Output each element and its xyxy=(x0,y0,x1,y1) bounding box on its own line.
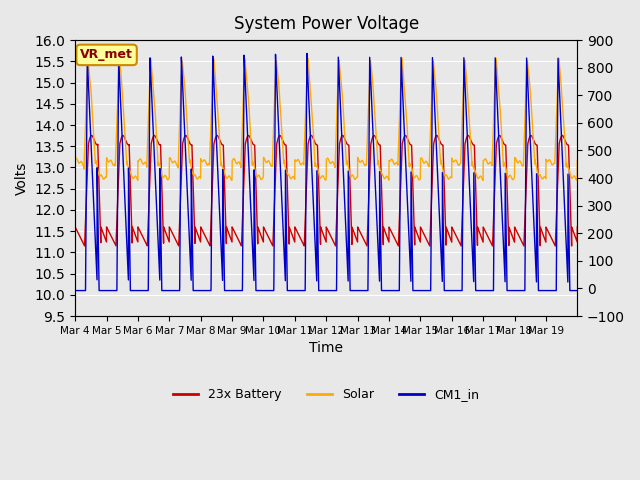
Legend: 23x Battery, Solar, CM1_in: 23x Battery, Solar, CM1_in xyxy=(168,383,484,406)
X-axis label: Time: Time xyxy=(309,341,343,355)
Title: System Power Voltage: System Power Voltage xyxy=(234,15,419,33)
Text: VR_met: VR_met xyxy=(80,48,133,61)
Y-axis label: Volts: Volts xyxy=(15,161,29,195)
